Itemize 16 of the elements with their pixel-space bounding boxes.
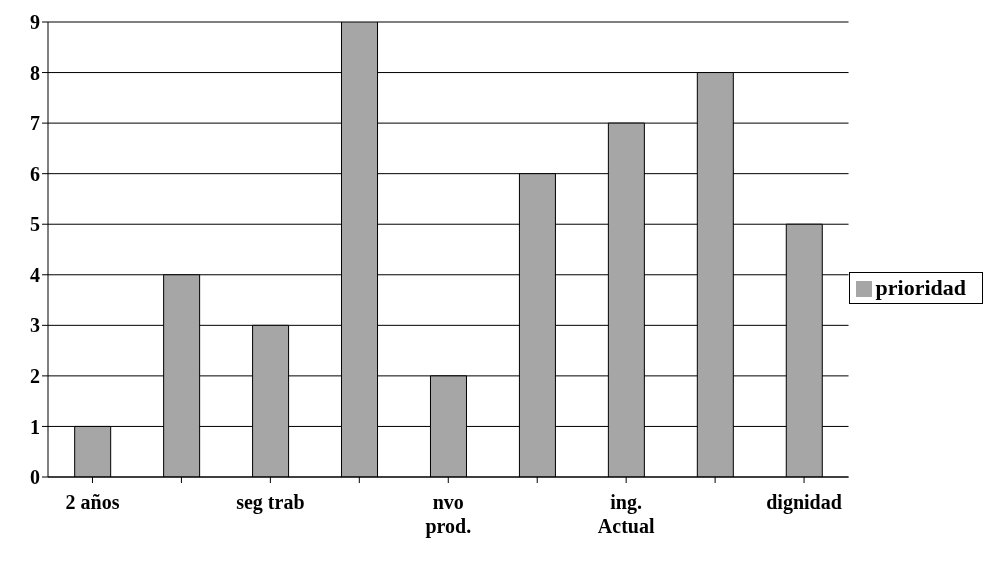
x-tick-label: 2 años xyxy=(65,491,120,513)
y-tick-label: 3 xyxy=(30,314,40,337)
legend-label: prioridad xyxy=(875,274,966,300)
x-tick-label: dignidad xyxy=(766,491,842,514)
x-tick-label: nvo prod. xyxy=(425,491,472,538)
y-tick-label: 1 xyxy=(30,415,40,438)
y-tick-label: 6 xyxy=(30,162,40,185)
y-tick-label: 9 xyxy=(30,11,40,34)
x-tick-label: seg trab xyxy=(236,491,305,514)
y-tick-label: 0 xyxy=(30,466,40,489)
y-tick-label: 8 xyxy=(30,61,40,84)
x-tick-label: ing. Actual xyxy=(597,491,655,537)
y-tick-label: 7 xyxy=(30,112,40,135)
y-tick-label: 5 xyxy=(30,213,40,236)
y-tick-label: 2 xyxy=(30,364,40,387)
y-tick-label: 4 xyxy=(30,263,40,286)
